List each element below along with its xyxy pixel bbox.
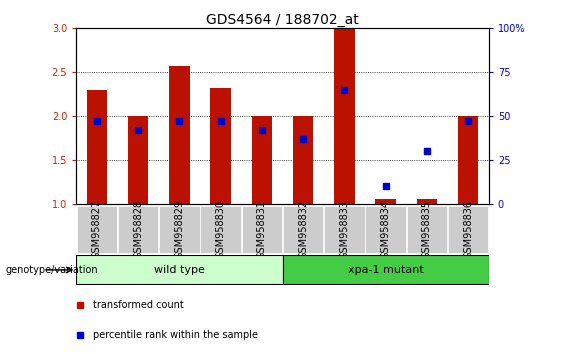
Point (381, 183, 390, 189)
FancyBboxPatch shape (159, 206, 199, 253)
Point (464, 118, 473, 124)
FancyBboxPatch shape (407, 206, 447, 253)
FancyBboxPatch shape (448, 206, 488, 253)
Bar (282, 256, 489, 284)
Text: GSM958836: GSM958836 (463, 200, 473, 259)
Bar (334, 28, 355, 204)
FancyBboxPatch shape (324, 206, 364, 253)
Text: GSM958828: GSM958828 (133, 200, 143, 259)
Point (299, 136, 308, 142)
Bar (293, 116, 314, 204)
Text: GSM958834: GSM958834 (381, 200, 390, 259)
FancyBboxPatch shape (242, 206, 282, 253)
Text: GSM958833: GSM958833 (340, 200, 349, 259)
Bar (210, 88, 231, 204)
Text: GSM958832: GSM958832 (298, 200, 308, 259)
Text: GSM958829: GSM958829 (175, 200, 184, 259)
Bar (169, 66, 190, 204)
Bar (86, 90, 107, 204)
Point (175, 118, 184, 124)
Title: GDS4564 / 188702_at: GDS4564 / 188702_at (206, 13, 359, 27)
Bar (375, 199, 396, 204)
FancyBboxPatch shape (366, 206, 406, 253)
Point (258, 127, 267, 133)
FancyBboxPatch shape (118, 206, 158, 253)
Text: percentile rank within the sample: percentile rank within the sample (93, 330, 258, 339)
Text: GSM958835: GSM958835 (422, 200, 432, 259)
Text: GSM958827: GSM958827 (92, 200, 102, 259)
Text: wild type: wild type (154, 265, 205, 275)
Text: GSM958830: GSM958830 (216, 200, 225, 259)
Point (423, 148, 432, 154)
Bar (251, 116, 272, 204)
Bar (416, 199, 437, 204)
FancyBboxPatch shape (283, 206, 323, 253)
Bar (458, 116, 479, 204)
Point (340, 87, 349, 92)
FancyBboxPatch shape (77, 206, 117, 253)
Point (93, 118, 102, 124)
Text: transformed count: transformed count (93, 299, 184, 310)
Bar (128, 116, 149, 204)
Point (216, 118, 225, 124)
Text: xpa-1 mutant: xpa-1 mutant (347, 265, 424, 275)
Point (134, 127, 142, 133)
Text: genotype/variation: genotype/variation (6, 265, 98, 275)
FancyBboxPatch shape (201, 206, 241, 253)
Text: GSM958831: GSM958831 (257, 200, 267, 259)
Bar (76, 256, 282, 284)
